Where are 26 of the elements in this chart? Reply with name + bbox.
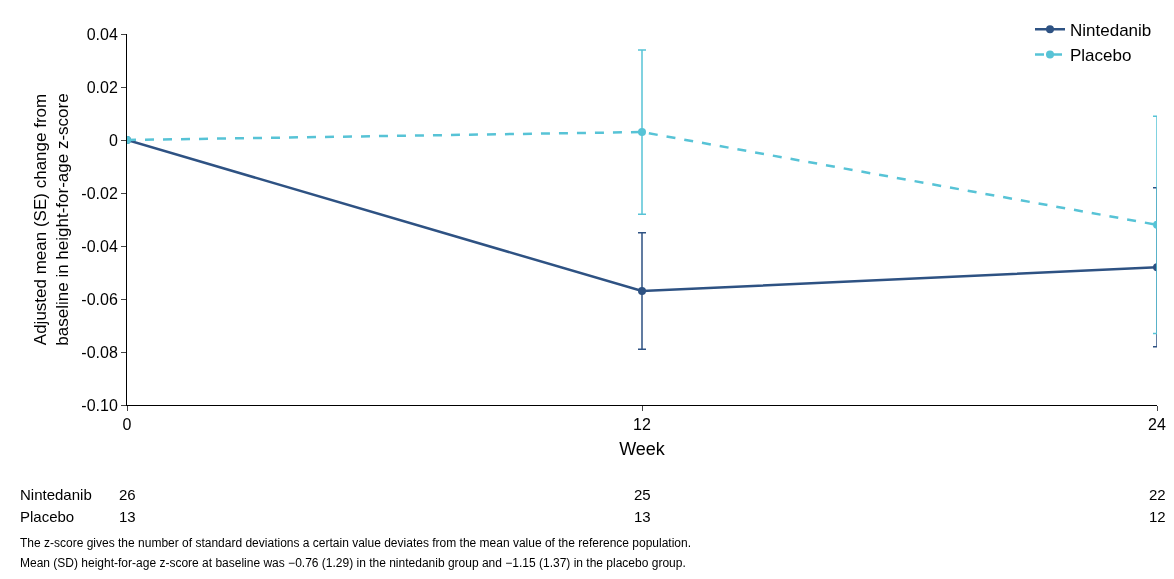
x-tick-label: 24 (1148, 416, 1166, 434)
y-axis-title: Adjusted mean (SE) change from baseline in height-for-age z-score (30, 93, 72, 346)
text: The z-score gives the number of standard deviations a certain value deviates from the mean value of the reference population. (20, 536, 692, 550)
text: 22 (1149, 486, 1166, 503)
y-tick-label: -0.02 (81, 184, 118, 202)
y-tick-label: -0.10 (81, 396, 118, 414)
text: Placebo (20, 508, 75, 525)
point (638, 287, 646, 296)
text: Mean (SD) height-for-age z-score at baseline was −0.76 (1.29) in the nintedanib group and −1.15 (1.37) in the placebo group. (20, 556, 686, 570)
y-tick-label: -0.06 (81, 290, 118, 308)
y-tick-label: -0.08 (81, 343, 118, 361)
y-tick-label: 0.04 (86, 25, 118, 43)
y-tick-label: 0 (108, 131, 118, 149)
y-tick-label: -0.04 (81, 237, 118, 255)
text: 26 (119, 486, 136, 503)
x-axis-title: Week (619, 439, 666, 460)
y-tick-label: 0.02 (86, 78, 118, 96)
text: 13 (119, 508, 136, 525)
text: Nintedanib (20, 486, 92, 503)
text: 13 (634, 508, 651, 525)
legend-label: Placebo (1070, 46, 1132, 66)
legend-label: Nintedanib (1070, 20, 1152, 40)
x-tick-label: 0 (122, 416, 132, 434)
x-tick-label: 12 (633, 416, 651, 434)
text: 12 (1149, 508, 1166, 525)
text: 25 (634, 486, 651, 503)
